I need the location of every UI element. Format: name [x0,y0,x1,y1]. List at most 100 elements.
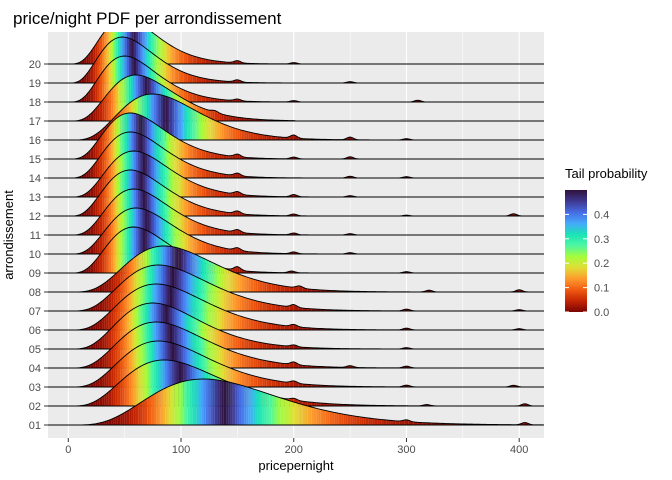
ridge-slice [381,419,384,425]
ridge-slice [181,102,184,140]
ridge-slice [280,137,283,140]
ridge-slice [104,95,107,121]
ridge-slice [203,207,206,216]
ridge-slice [241,117,245,121]
ridge-slice [212,152,215,159]
ridge-slice [129,408,132,425]
ridge-slice [88,51,91,64]
ridge-01 [48,378,544,426]
ridge-slice [194,110,197,140]
ridge-slice [300,286,303,292]
ridge-slice [293,324,296,330]
x-tick-label: 400 [510,444,528,456]
ridge-slice [293,134,296,140]
ridge-slice [156,391,159,425]
ridge-slice [282,363,285,368]
ridge-slice [176,194,179,216]
ridge-slice [329,411,333,425]
ridge-slice [183,198,186,216]
ridge-slice [93,162,96,178]
ridge-slice [187,73,191,83]
ridge-slice [307,401,310,406]
ridge-slice [221,331,224,349]
ridge-slice [280,363,283,368]
ridge-slice [196,204,200,216]
ridge-slice [192,236,195,254]
ridge-slice [95,140,98,159]
ridge-slice [212,227,215,235]
ridge-slice [268,303,272,311]
ridge-slice [108,348,112,368]
ridge-slice [235,272,238,292]
ridge-slice [106,92,109,121]
ridge-slice [284,286,287,292]
ridge-slice [183,215,186,235]
ridge-slice [178,195,182,216]
ridge-slice [250,278,254,292]
ridge-slice [275,380,278,387]
ridge-slice [320,409,324,425]
ridge-slice [325,403,328,406]
y-tick-label: 13 [29,192,41,204]
ridge-slice [219,122,222,140]
ridge-slice [226,248,229,254]
ridge-slice [84,269,87,273]
ridge-slice [239,117,242,121]
ridge-slice [192,202,195,216]
ridge-slice [230,312,233,330]
ridge-slice [255,300,258,311]
ridge-slice [194,75,197,83]
ridge-slice [345,414,348,425]
ridge-slice [178,229,182,254]
ridge-slice [115,362,118,387]
ridge-slice [237,266,240,273]
ridge-slice [271,323,274,330]
ridge-slice [219,229,222,235]
ridge-slice [210,379,213,425]
ridge-slice [212,119,215,140]
ridge-slice [113,273,116,292]
ridge-slice [237,315,240,330]
ridge-slice [97,103,100,121]
ridge-slice [280,325,283,330]
ridge-slice [205,170,209,178]
ridge-slice [212,209,215,216]
ridge-slice [203,379,206,425]
ridge-slice [205,242,209,254]
ridge-slice [523,403,526,406]
ridge-slice [160,389,163,425]
ridge-slice [268,135,272,140]
ridge-slice [97,236,100,254]
ridge-slice [228,155,231,159]
ridge-slice [235,336,238,349]
ridge-slice [298,285,301,292]
ridge-slice [214,98,218,102]
ridge-slice [289,324,292,330]
ridge-slice [291,304,294,311]
ridge-slice [102,188,105,216]
ridge-slice [241,354,245,368]
ridge-slice [120,413,123,425]
ridge-slice [264,282,267,292]
ridge-slice [106,330,109,349]
ridge-slice [97,339,100,349]
ridge-slice [237,191,240,197]
ridge-slice [208,59,211,64]
ridge-slice [187,144,191,159]
ridge-slice [264,360,267,368]
ridge-slice [115,342,118,368]
ridge-slice [190,145,193,159]
ridge-slice [241,275,245,292]
ridge-slice [203,224,206,235]
ridge-slice [282,398,285,425]
ridge-slice [244,118,247,121]
ridge-slice [259,301,263,311]
ridge-slice [354,416,357,425]
ridge-slice [395,420,398,425]
chart-title: price/night PDF per arrondissement [13,9,282,28]
ridge-slice [90,187,94,197]
ridge-slice [512,213,515,216]
x-tick-label: 0 [65,444,71,456]
ridge-slice [95,106,98,121]
ridge-slice [327,410,330,425]
